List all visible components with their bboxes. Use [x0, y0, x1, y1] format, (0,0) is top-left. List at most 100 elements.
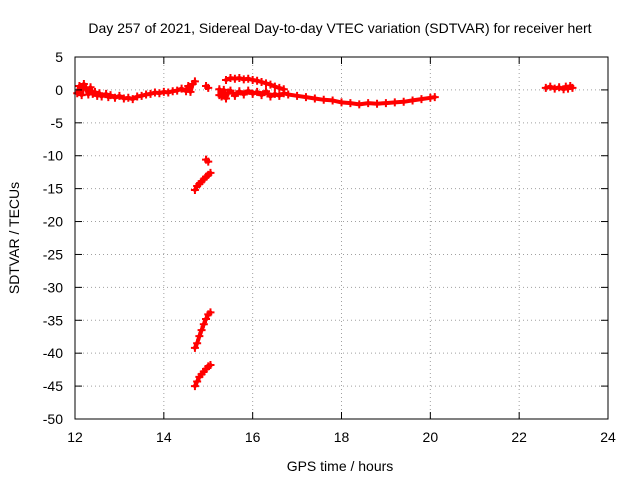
data-point [164, 88, 173, 97]
y-tick-label: -15 [43, 181, 63, 197]
data-point [257, 91, 266, 100]
grid-lines [75, 57, 608, 419]
data-point [193, 377, 202, 386]
data-point [417, 95, 426, 104]
point-cluster-6 [190, 168, 215, 194]
data-point [346, 99, 355, 108]
x-axis-label: GPS time / hours [287, 458, 394, 474]
y-tick-label: -35 [43, 312, 63, 328]
y-axis-label: SDTVAR / TECUs [6, 182, 22, 294]
data-point [279, 85, 288, 94]
data-point [146, 89, 155, 98]
data-point [190, 382, 199, 391]
y-tick-label: -5 [51, 115, 64, 131]
point-cluster-4 [222, 74, 288, 94]
data-point [204, 83, 213, 92]
point-cluster-3 [215, 85, 439, 109]
data-point [399, 97, 408, 106]
data-point [390, 98, 399, 107]
data-point [408, 96, 417, 105]
data-point [266, 92, 275, 101]
data-point [430, 93, 439, 102]
data-point [284, 90, 293, 99]
axis-ticks [74, 56, 609, 420]
y-tick-label: -20 [43, 214, 63, 230]
data-point [355, 100, 364, 109]
data-point [128, 95, 137, 104]
data-point [550, 84, 559, 93]
data-point [79, 79, 88, 88]
data-point [206, 308, 215, 317]
data-point [546, 82, 555, 91]
x-tick-label: 22 [511, 429, 527, 445]
data-point [373, 99, 382, 108]
data-point [261, 87, 270, 96]
data-point [202, 314, 211, 323]
y-tick-label: -30 [43, 279, 63, 295]
data-point [222, 76, 231, 85]
data-point [244, 86, 253, 95]
data-point [82, 84, 91, 93]
data-point [75, 81, 84, 90]
data-point [195, 332, 204, 341]
point-cluster-5 [202, 155, 213, 166]
x-tick-label: 24 [600, 429, 616, 445]
y-tick-label: -50 [43, 411, 63, 427]
data-point [257, 78, 266, 87]
data-point [115, 91, 124, 100]
data-point [293, 91, 302, 100]
x-tick-label: 14 [156, 429, 172, 445]
data-point [310, 94, 319, 103]
y-tick-label: 5 [55, 49, 63, 65]
data-point [261, 79, 270, 88]
data-point [541, 83, 550, 92]
data-point [204, 157, 213, 166]
y-tick-label: -10 [43, 148, 63, 164]
data-point [155, 89, 164, 98]
data-point [186, 87, 195, 96]
x-tick-label: 20 [423, 429, 439, 445]
data-point [266, 80, 275, 89]
data-point [206, 361, 215, 370]
data-points [73, 74, 577, 391]
data-point [301, 93, 310, 102]
data-point [244, 74, 253, 83]
data-point [110, 93, 119, 102]
data-point [275, 83, 284, 92]
data-point [206, 168, 215, 177]
data-point [86, 83, 95, 92]
data-point [217, 92, 226, 101]
point-cluster-8 [190, 361, 215, 391]
data-point [137, 91, 146, 100]
x-tick-label: 12 [67, 429, 83, 445]
data-point [124, 93, 133, 102]
data-point [190, 343, 199, 352]
data-point [222, 94, 231, 103]
y-tick-label: -25 [43, 246, 63, 262]
data-point [270, 82, 279, 91]
data-point [337, 98, 346, 107]
data-point [230, 91, 239, 100]
data-point [173, 86, 182, 95]
data-point [199, 320, 208, 329]
data-point [253, 87, 262, 96]
y-tick-label: -45 [43, 378, 63, 394]
y-tick-label: 0 [55, 82, 63, 98]
data-point [248, 89, 257, 98]
data-point [184, 81, 193, 90]
data-point [319, 95, 328, 104]
data-point [239, 90, 248, 99]
point-cluster-2 [202, 81, 213, 92]
data-point [568, 83, 577, 92]
data-point [270, 89, 279, 98]
data-point [197, 326, 206, 335]
x-tick-label: 16 [245, 429, 261, 445]
x-tick-label: 18 [334, 429, 350, 445]
data-point [275, 91, 284, 100]
chart-title: Day 257 of 2021, Sidereal Day-to-day VTE… [88, 20, 591, 36]
y-tick-label: -40 [43, 345, 63, 361]
data-point [381, 99, 390, 108]
data-point [177, 84, 186, 93]
